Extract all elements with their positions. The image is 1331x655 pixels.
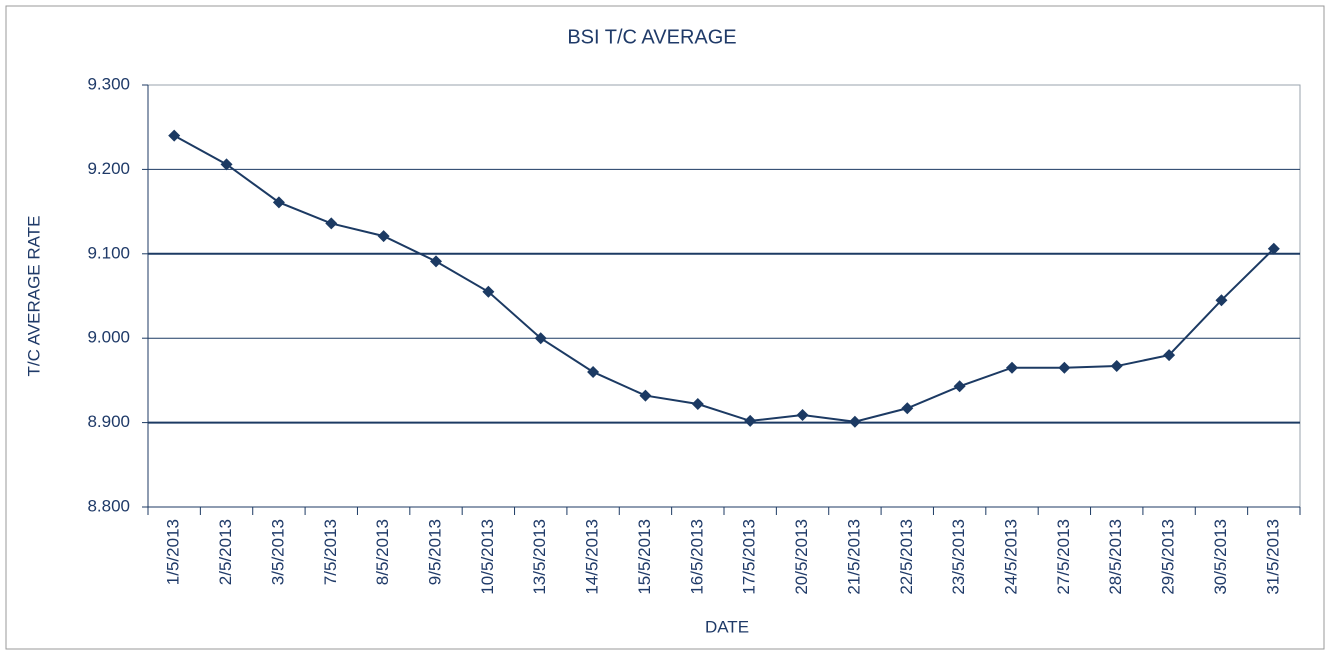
marker (587, 365, 600, 378)
y-tick-label: 9.000 (87, 328, 130, 347)
x-tick-label: 27/5/2013 (1054, 519, 1073, 595)
marker (953, 380, 966, 393)
chart-border (5, 5, 1325, 650)
marker (744, 414, 757, 427)
x-tick-label: 16/5/2013 (687, 519, 706, 595)
marker (848, 415, 861, 428)
x-tick-label: 2/5/2013 (216, 519, 235, 585)
x-tick-label: 13/5/2013 (530, 519, 549, 595)
marker (796, 409, 809, 422)
x-tick-label: 30/5/2013 (1211, 519, 1230, 595)
marker (430, 255, 442, 268)
x-tick-label: 7/5/2013 (321, 519, 340, 585)
marker (1267, 242, 1280, 255)
y-tick-label: 9.100 (87, 243, 130, 262)
x-tick-label: 23/5/2013 (949, 519, 968, 595)
y-axis-label: T/C AVERAGE RATE (24, 216, 43, 377)
x-tick-label: 22/5/2013 (897, 519, 916, 595)
x-tick-label: 9/5/2013 (425, 519, 444, 585)
x-tick-label: 17/5/2013 (740, 519, 759, 595)
marker (901, 402, 914, 415)
x-tick-label: 20/5/2013 (792, 519, 811, 595)
line (173, 134, 1275, 423)
x-tick-label: 31/5/2013 (1263, 519, 1282, 595)
y-tick-label: 9.200 (87, 159, 130, 178)
marker (691, 398, 704, 411)
marker (482, 285, 495, 298)
x-tick-label: 21/5/2013 (844, 519, 863, 595)
marker (1215, 294, 1228, 307)
chart-title: BSI T/C AVERAGE (567, 26, 736, 48)
marker (1058, 361, 1071, 374)
marker (1110, 360, 1123, 373)
y-tick-label: 8.800 (87, 496, 130, 515)
marker (168, 129, 181, 142)
x-tick-label: 10/5/2013 (478, 519, 497, 595)
marker (534, 332, 547, 345)
x-tick-label: 3/5/2013 (268, 519, 287, 585)
marker (272, 196, 285, 209)
x-tick-label: 1/5/2013 (164, 519, 183, 585)
y-tick-label: 9.300 (87, 74, 130, 93)
marker (220, 158, 233, 171)
x-tick-label: 24/5/2013 (1001, 519, 1020, 595)
x-tick-label: 14/5/2013 (583, 519, 602, 595)
x-axis-label: DATE (705, 617, 749, 636)
x-tick-label: 28/5/2013 (1106, 519, 1125, 595)
marker (377, 230, 390, 243)
x-tick-label: 29/5/2013 (1159, 519, 1178, 595)
marker (325, 217, 338, 230)
marker (1163, 349, 1176, 362)
y-tick-label: 8.900 (87, 412, 130, 431)
marker (1006, 361, 1018, 374)
marker (639, 389, 652, 402)
x-tick-label: 15/5/2013 (635, 519, 654, 595)
x-tick-label: 8/5/2013 (373, 519, 392, 585)
